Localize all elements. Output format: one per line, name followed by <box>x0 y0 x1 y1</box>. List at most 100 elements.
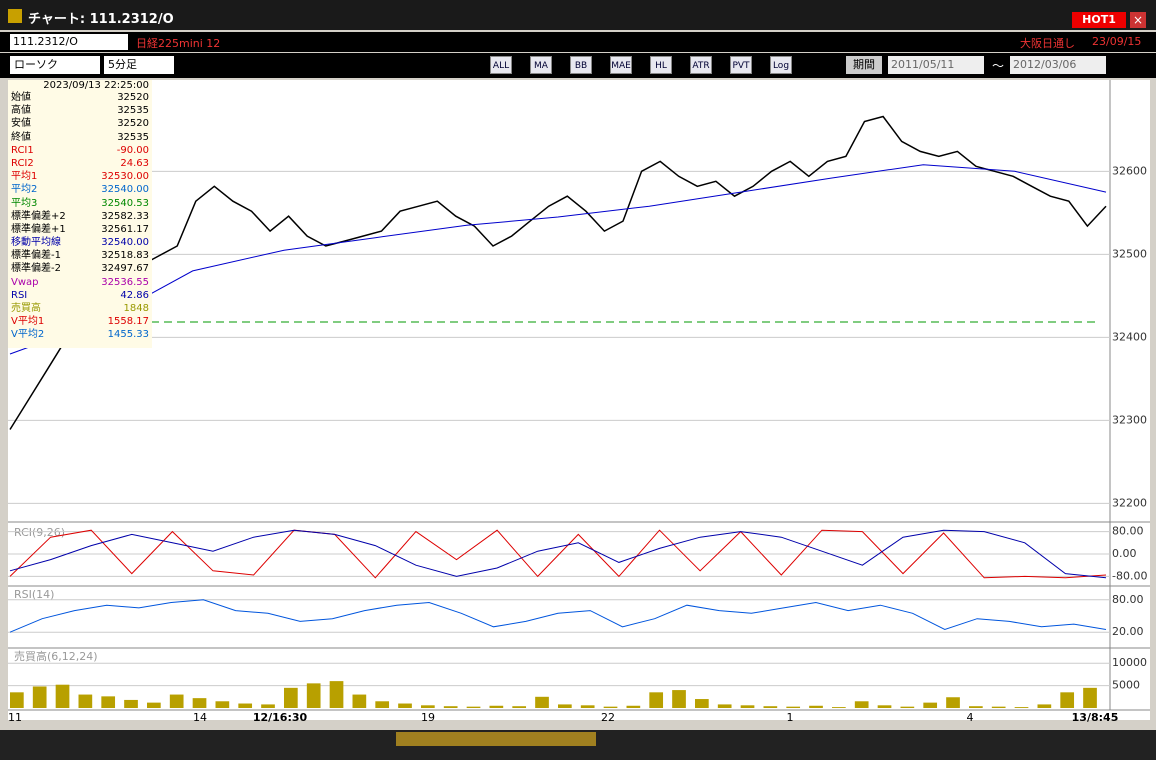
y-tick-label: 10000 <box>1112 656 1147 669</box>
session: 大阪日通し <box>1020 37 1075 50</box>
tool-button[interactable]: MA <box>530 56 552 74</box>
tool-button[interactable]: ATR <box>690 56 712 74</box>
info-value: -90.00 <box>116 144 149 156</box>
info-label: RSI <box>11 289 28 301</box>
y-tick-label: 32500 <box>1112 247 1147 260</box>
info-value: 32535 <box>117 131 149 143</box>
interval[interactable]: 5分足 <box>104 56 174 74</box>
info-label: 平均2 <box>11 184 38 196</box>
info-value: 32535 <box>117 105 149 117</box>
volume-bar <box>626 705 641 708</box>
info-label: 移動平均線 <box>11 237 61 249</box>
volume-bar <box>580 705 595 708</box>
info-panel: 2023/09/13 22:25:00 始値 32520 高値 32535 安値 3252… <box>8 80 152 348</box>
period-button[interactable]: 期間 <box>846 56 882 74</box>
y-tick-label: 32300 <box>1112 413 1147 426</box>
volume-bar <box>375 701 390 708</box>
info-row: 平均1 32530.00 <box>8 170 152 183</box>
app-icon <box>8 9 22 23</box>
volume-bar <box>1014 707 1029 708</box>
volume-bar <box>169 694 184 708</box>
info-value: 32518.83 <box>101 250 149 262</box>
info-label: 標準偏差+2 <box>11 210 66 222</box>
volume-bar <box>238 703 253 708</box>
volume-bar <box>786 706 801 708</box>
info-label: 標準偏差+1 <box>11 223 66 235</box>
tool-button[interactable]: MAE <box>610 56 632 74</box>
volume-bar <box>649 692 664 708</box>
info-label: 標準偏差-2 <box>11 263 61 275</box>
volume-bar <box>398 703 412 708</box>
info-row: 平均3 32540.53 <box>8 197 152 210</box>
panel-label: 売買高(6,12,24) <box>14 649 98 663</box>
volume-bar <box>352 694 367 708</box>
volume-bar <box>717 704 732 708</box>
tool-button[interactable]: PVT <box>730 56 752 74</box>
info-value: 32520 <box>117 92 149 103</box>
series-line <box>9 529 1107 579</box>
info-label: RCI1 <box>11 144 34 156</box>
chart-kind[interactable]: ローソク <box>10 56 100 74</box>
info-value: 1848 <box>123 303 149 314</box>
from-date[interactable]: 2011/05/11 <box>888 56 984 74</box>
volume-bar <box>1083 687 1097 708</box>
info-label: 安値 <box>11 118 31 130</box>
scroll-thumb[interactable] <box>396 732 596 746</box>
volume-bar <box>1037 704 1052 708</box>
y-tick-label: 20.00 <box>1112 625 1144 638</box>
volume-bar <box>740 705 755 708</box>
volume-bar <box>900 706 915 708</box>
info-value: 32540.00 <box>101 184 149 196</box>
volume-bar <box>558 704 572 708</box>
volume-bar <box>147 702 161 708</box>
tool-button[interactable]: HL <box>650 56 672 74</box>
y-tick-label: 32200 <box>1112 496 1147 509</box>
info-value: 32536.55 <box>101 276 149 288</box>
volume-bar <box>832 707 846 708</box>
toolbar: ローソク 5分足 ALL MA BB MAE HL ATR PVT Log 期間 2011/0… <box>0 53 1156 78</box>
symbol-input[interactable]: 111.2312/O <box>10 34 128 50</box>
axis-bg <box>1110 80 1150 720</box>
x-tick-label: 14 <box>193 711 207 724</box>
info-row: 標準偏差-2 32497.67 <box>8 262 152 275</box>
y-tick-label: -80.00 <box>1112 569 1147 582</box>
instrument-name: 日経225mini 12 <box>136 37 221 50</box>
timestamp: 2023/09/13 22:25:00 <box>43 80 149 91</box>
y-tick-label: 80.00 <box>1112 525 1144 538</box>
volume-bar <box>923 702 938 708</box>
plot-bg <box>8 80 1110 720</box>
volume-bar <box>809 705 823 708</box>
info-row: V平均2 1455.33 <box>8 328 152 341</box>
info-row: 高値 32535 <box>8 104 152 117</box>
volume-bar <box>991 706 1006 708</box>
series-line <box>9 599 1107 633</box>
info-row: 標準偏差-1 32518.83 <box>8 249 152 262</box>
info-label: Vwap <box>11 276 39 288</box>
info-row: 標準偏差+2 32582.33 <box>8 210 152 223</box>
info-label: 終値 <box>11 131 31 143</box>
volume-bar <box>877 705 892 708</box>
hot-button[interactable]: HOT1 <box>1072 12 1126 28</box>
info-row: RCI1 -90.00 <box>8 144 152 157</box>
volume-bar <box>695 699 709 708</box>
info-row: RCI2 24.63 <box>8 157 152 170</box>
tool-button[interactable]: Log <box>770 56 792 74</box>
tool-button[interactable]: BB <box>570 56 592 74</box>
volume-bar <box>443 706 458 708</box>
x-tick-label: 22 <box>601 711 615 724</box>
info-label: 平均3 <box>11 197 38 209</box>
volume-bar <box>215 701 230 708</box>
info-label: V平均2 <box>11 329 45 341</box>
close-button[interactable]: × <box>1130 12 1146 28</box>
volume-bar <box>10 692 24 708</box>
x-tick-label: 13/8:45 <box>1072 711 1119 724</box>
date: 23/09/15 <box>1092 35 1142 48</box>
tool-button[interactable]: ALL <box>490 56 512 74</box>
y-tick-label: 5000 <box>1112 679 1140 692</box>
volume-bar <box>55 684 70 708</box>
info-row: V平均1 1558.17 <box>8 315 152 328</box>
info-row: 終値 32535 <box>8 131 152 144</box>
to-date[interactable]: 2012/03/06 <box>1010 56 1106 74</box>
volume-bar <box>329 681 344 708</box>
